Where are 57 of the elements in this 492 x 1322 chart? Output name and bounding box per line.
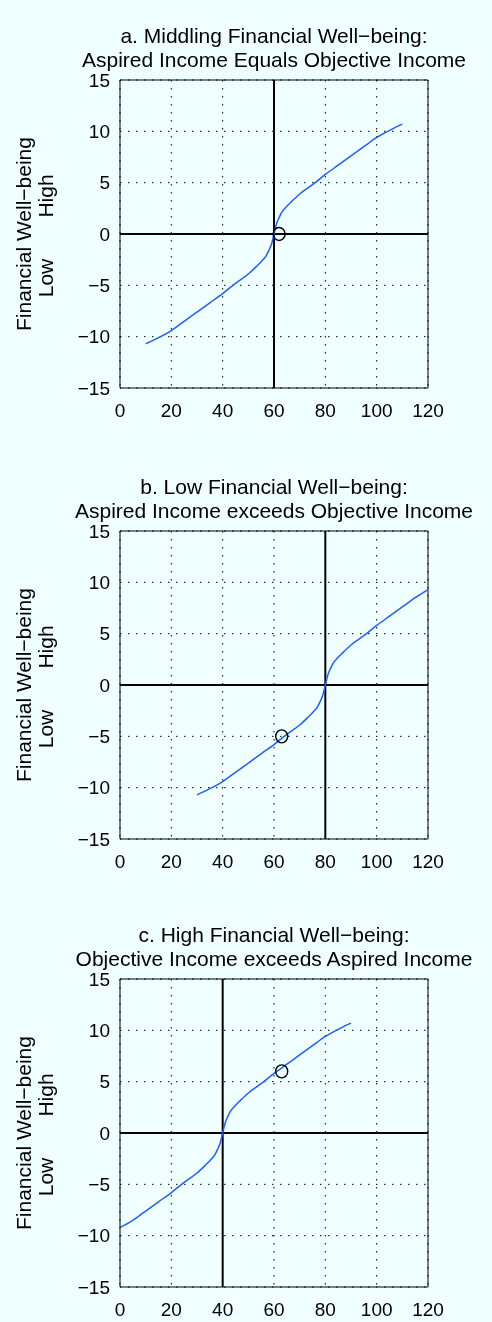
y-tick-label: 10	[88, 1020, 110, 1042]
line-series	[144, 123, 404, 345]
x-tick-label: 40	[212, 1299, 234, 1321]
chart-subtitle: Aspired Income Equals Objective Income	[81, 47, 467, 71]
x-tick-label: 100	[360, 1299, 393, 1321]
y-tick-label: −10	[77, 777, 110, 799]
y-tick-label: 5	[99, 1071, 110, 1093]
text: High	[33, 174, 57, 218]
y-tick-label: −10	[77, 326, 110, 348]
text: High	[33, 625, 57, 669]
y-tick-label: −5	[88, 1174, 110, 1196]
x-tick-label: 60	[263, 1299, 285, 1321]
x-tick-label: 120	[412, 851, 444, 873]
y-tick-label: 5	[99, 623, 110, 645]
x-tick-label: 60	[263, 851, 285, 873]
chart-subtitle: Aspired Income exceeds Objective Income	[74, 498, 474, 522]
x-tick-label: 0	[114, 1299, 126, 1321]
x-tick-label: 20	[160, 851, 182, 873]
y-axis-title: Financial Well−being	[11, 137, 35, 331]
y-axis-title: Financial Well−being	[11, 1036, 35, 1230]
x-tick-label: 0	[114, 400, 126, 422]
text: Low	[33, 258, 57, 298]
y-tick-label: −5	[88, 275, 110, 297]
x-tick-label: 80	[314, 1299, 336, 1321]
y-tick-label: 0	[99, 674, 110, 696]
x-tick-label: 120	[412, 400, 444, 422]
y-tick-label: −15	[77, 377, 110, 399]
chart-subtitle: Objective Income exceeds Aspired Income	[75, 946, 473, 970]
text: Low	[33, 709, 57, 749]
y-tick-label: 10	[88, 572, 110, 594]
chart-title: c. High Financial Well−being:	[138, 922, 410, 946]
x-tick-label: 0	[114, 851, 126, 873]
y-tick-label: 0	[99, 1122, 110, 1144]
y-tick-label: 5	[99, 172, 110, 194]
y-axis-title: Financial Well−being	[11, 588, 35, 782]
y-tick-label: −5	[88, 726, 110, 748]
chart-title: b. Low Financial Well−being:	[140, 474, 408, 498]
x-tick-label: 100	[360, 851, 393, 873]
x-tick-label: 100	[360, 400, 393, 422]
line-series	[196, 588, 428, 796]
x-tick-label: 20	[160, 400, 182, 422]
line-series	[120, 1022, 352, 1229]
text: High	[33, 1073, 57, 1117]
y-tick-label: 10	[88, 121, 110, 143]
y-tick-label: 0	[99, 223, 110, 245]
x-tick-label: 120	[412, 1299, 444, 1321]
chart-title: a. Middling Financial Well−being:	[120, 23, 428, 47]
x-tick-label: 40	[212, 851, 234, 873]
y-tick-label: −15	[77, 1276, 110, 1298]
y-tick-label: −15	[77, 828, 110, 850]
text: Low	[33, 1157, 57, 1197]
x-tick-label: 80	[314, 400, 336, 422]
x-tick-label: 60	[263, 400, 285, 422]
x-tick-label: 40	[212, 400, 234, 422]
y-tick-label: −10	[77, 1225, 110, 1247]
x-tick-label: 80	[314, 851, 336, 873]
x-tick-label: 20	[160, 1299, 182, 1321]
